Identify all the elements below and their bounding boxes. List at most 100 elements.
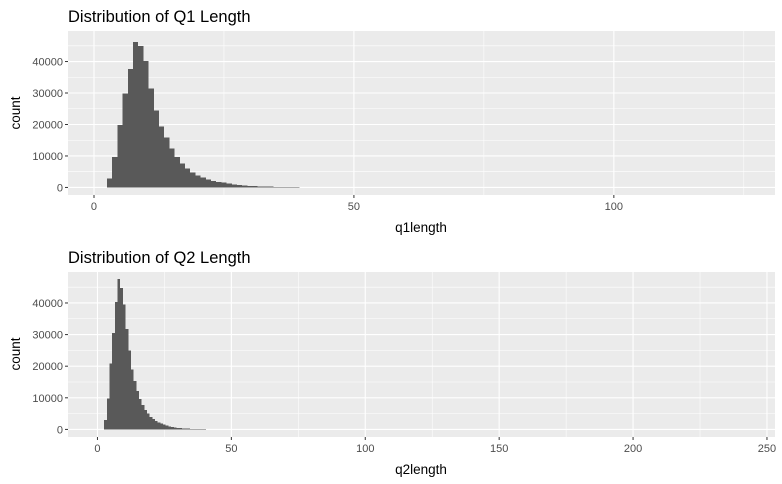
x-tick-label: 200 [624,443,642,455]
histogram-bar [257,186,263,188]
q1-length-histogram: Distribution of Q1 Length 0 10000 20000 300… [8,8,775,235]
histogram-bar [133,381,137,430]
histogram-bar [158,126,165,188]
y-tick-label: 20000 [32,361,63,373]
histogram-bar [231,184,237,188]
histogram-bar [176,427,180,430]
histogram-bar [127,69,133,188]
y-tick-label: 0 [57,182,63,194]
y-axis: 0 10000 20000 30000 40000 [32,57,68,194]
histogram-bar [153,110,159,188]
histogram-bar [210,180,217,188]
histogram-bar [163,424,166,430]
x-tick-label: 100 [605,201,623,213]
histogram-bar [132,42,139,188]
histogram-bar [147,413,150,430]
histogram-bar [114,302,118,430]
x-tick-label: 100 [356,443,374,455]
histogram-bar [112,157,118,188]
histogram-bar [157,422,161,430]
y-tick-label: 0 [57,424,63,436]
histogram-bar [221,182,227,188]
histogram-bar [160,423,164,430]
histogram-bar [120,287,123,430]
histogram-bar [184,168,191,188]
y-tick-label: 40000 [32,57,63,69]
x-tick-label: 0 [94,443,100,455]
histogram-bar [122,304,126,430]
histogram-bar [165,425,169,430]
histogram-bar [117,125,123,188]
histogram-bar [236,184,243,188]
histogram-bar [171,426,174,430]
histogram-bar [148,88,154,188]
histogram-bar [169,148,175,188]
histogram-bar [130,369,134,430]
y-tick-label: 30000 [32,330,63,342]
chart-title: Distribution of Q2 Length [68,249,251,267]
histogram-bar [179,428,182,430]
histogram-bar [187,428,190,430]
histogram-bars [104,278,206,430]
histogram-bar [200,177,206,188]
x-axis-title: q1length [395,220,447,235]
y-tick-label: 10000 [32,393,63,405]
x-axis-title: q2length [395,462,447,477]
histogram-bar [179,163,185,188]
histogram-bar [117,278,121,430]
histogram-bar [189,428,193,430]
histogram-bar [136,390,139,430]
histogram-bar [268,186,274,188]
histogram-bar [128,350,131,430]
histogram-bar [106,398,110,430]
histogram-bar [164,137,170,188]
histogram-bar [252,186,258,188]
histogram-bar [138,46,144,188]
histogram-bar [168,426,172,430]
y-tick-label: 20000 [32,119,63,131]
histogram-bar [195,175,201,188]
x-axis: 0 50 100 [91,195,623,213]
histogram-bar [184,428,188,430]
histogram-bar [149,416,153,430]
histogram-bar [205,179,211,188]
histogram-bar [173,427,177,430]
y-tick-label: 10000 [32,151,63,163]
y-tick-label: 40000 [32,298,63,310]
histogram-bar [141,405,145,430]
y-axis-title: count [8,337,23,370]
x-axis: 0 50 100 150 200 250 [94,437,776,455]
histogram-bar [226,183,232,188]
histogram-bar [262,186,269,188]
histogram-bar [273,186,279,188]
gridlines [68,272,775,437]
q2-length-histogram: Distribution of Q2 Length 0 10000 20000 300… [8,249,776,477]
y-tick-label: 30000 [32,88,63,100]
histogram-bar [106,178,113,188]
x-tick-label: 50 [225,443,237,455]
y-axis-title: count [8,96,23,129]
histogram-bar [155,420,158,430]
plot-panel [68,272,775,437]
histogram-bars [106,42,305,188]
gridlines [68,31,775,195]
x-tick-label: 0 [91,201,97,213]
histogram-bar [138,399,142,430]
histogram-bar [247,185,253,188]
histogram-bar [242,185,248,188]
histogram-bar [181,428,185,430]
chart-title: Distribution of Q1 Length [68,8,251,26]
histogram-bar [125,328,129,430]
histogram-bar [112,333,115,430]
y-axis: 0 10000 20000 30000 40000 [32,298,68,436]
plot-panel [68,31,775,195]
histogram-bar [144,410,148,430]
histogram-bar [216,181,222,188]
histogram-bar [104,420,107,430]
histogram-bar [122,93,128,188]
histogram-bar [190,172,196,188]
x-tick-label: 250 [758,443,776,455]
x-tick-label: 150 [490,443,508,455]
histogram-bar [152,418,156,430]
